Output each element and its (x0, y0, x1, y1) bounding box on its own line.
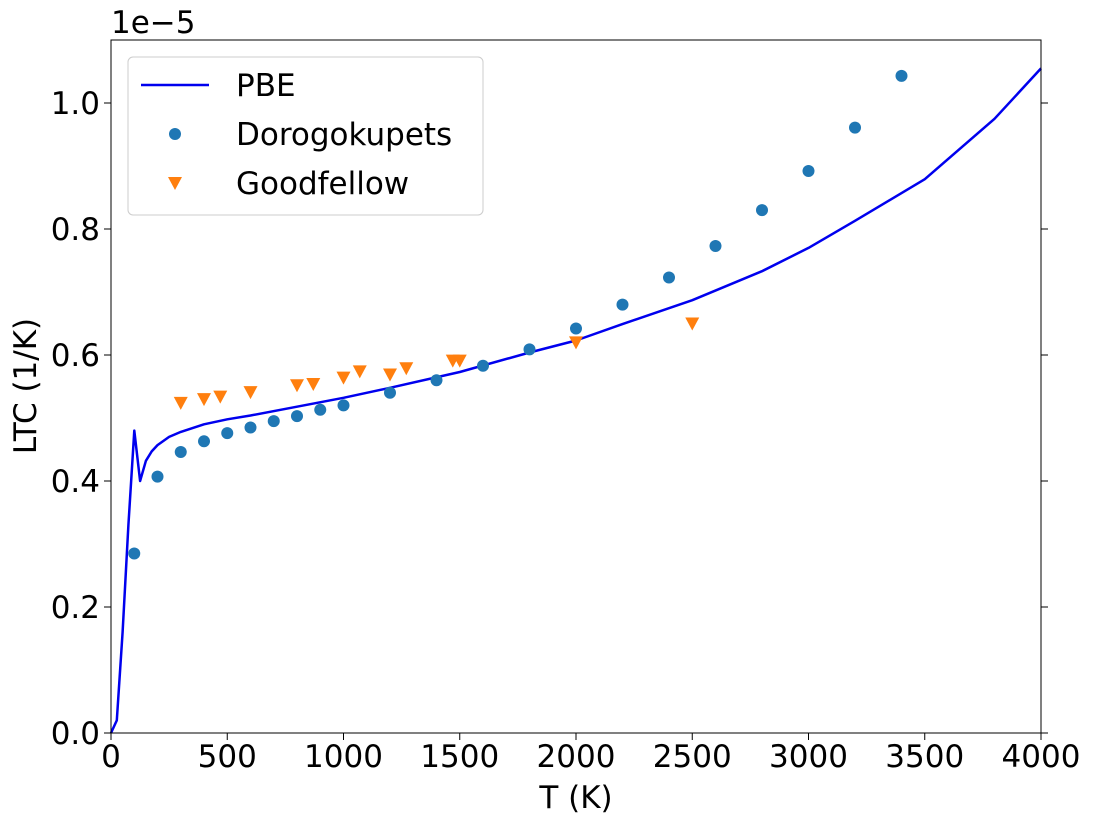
legend-label: Goodfellow (236, 166, 409, 202)
y-offset-label: 1e−5 (111, 5, 196, 41)
goodfellow-point (197, 393, 211, 407)
data-layer (109, 67, 1042, 734)
x-tick-label: 500 (198, 739, 257, 775)
y-tick-label: 0.0 (51, 716, 100, 752)
x-tick-label: 3000 (769, 739, 848, 775)
x-axis-label: T (K) (538, 780, 612, 816)
pbe-line (109, 67, 1042, 734)
y-tick-label: 0.2 (51, 590, 100, 626)
y-tick-label: 0.8 (51, 212, 100, 248)
legend: PBE Dorogokupets Goodfellow (127, 56, 484, 216)
goodfellow-point (173, 396, 188, 410)
dorogokupets-point (477, 359, 489, 372)
legend-goodfellow-swatch (168, 177, 182, 190)
goodfellow-point (213, 390, 228, 404)
dorogokupets-point (291, 410, 303, 423)
y-tick-label: 0.4 (51, 464, 100, 500)
y-tick-label: 0.6 (51, 338, 100, 374)
x-tick-label: 2000 (537, 739, 616, 775)
goodfellow-point (290, 379, 304, 393)
goodfellow-point (336, 371, 351, 385)
legend-dorogokupets-swatch (169, 128, 181, 140)
dorogokupets-point (849, 121, 861, 134)
x-tick-label: 0 (101, 739, 121, 775)
dorogokupets-point (570, 322, 582, 335)
dorogokupets-point (221, 427, 234, 440)
x-tick-label: 2500 (653, 739, 732, 775)
dorogokupets-point (267, 415, 280, 428)
dorogokupets-point (244, 421, 257, 434)
goodfellow-point (352, 365, 367, 379)
x-tick-label: 3500 (885, 739, 964, 775)
legend-label: PBE (236, 68, 296, 104)
dorogokupets-point (174, 446, 187, 459)
dorogokupets-point (895, 69, 908, 82)
x-tick-label: 1000 (304, 739, 383, 775)
dorogokupets-point (198, 435, 210, 448)
goodfellow-point (306, 377, 321, 391)
x-tick-label: 4000 (1002, 739, 1081, 775)
dorogokupets-point (616, 298, 629, 311)
series-dorogokupets (128, 69, 908, 560)
dorogokupets-point (384, 386, 396, 399)
dorogokupets-point (802, 165, 815, 178)
dorogokupets-point (314, 403, 327, 416)
series-pbe (109, 67, 1042, 734)
goodfellow-point (243, 386, 258, 400)
goodfellow-point (383, 368, 397, 382)
goodfellow-point (452, 354, 467, 368)
goodfellow-point (569, 336, 583, 350)
legend-box (127, 56, 484, 216)
dorogokupets-point (151, 470, 164, 483)
dorogokupets-point (430, 374, 443, 387)
x-tick-label: 1500 (420, 739, 499, 775)
y-axis-label: LTC (1/K) (8, 318, 44, 454)
goodfellow-point (399, 362, 414, 376)
tick-layer: 0 500 1000 1500 2000 2500 3000 3500 4000 0.0 0.2 0.… (51, 86, 1081, 775)
dorogokupets-point (337, 399, 350, 412)
dorogokupets-point (128, 547, 141, 560)
dorogokupets-point (756, 204, 768, 217)
legend-label: Dorogokupets (236, 117, 452, 153)
dorogokupets-point (663, 271, 675, 284)
goodfellow-point (685, 317, 700, 331)
plot-frame (110, 39, 1042, 734)
y-tick-label: 1.0 (51, 86, 100, 122)
dorogokupets-point (709, 240, 722, 253)
dorogokupets-point (523, 343, 536, 356)
series-goodfellow (173, 317, 700, 410)
